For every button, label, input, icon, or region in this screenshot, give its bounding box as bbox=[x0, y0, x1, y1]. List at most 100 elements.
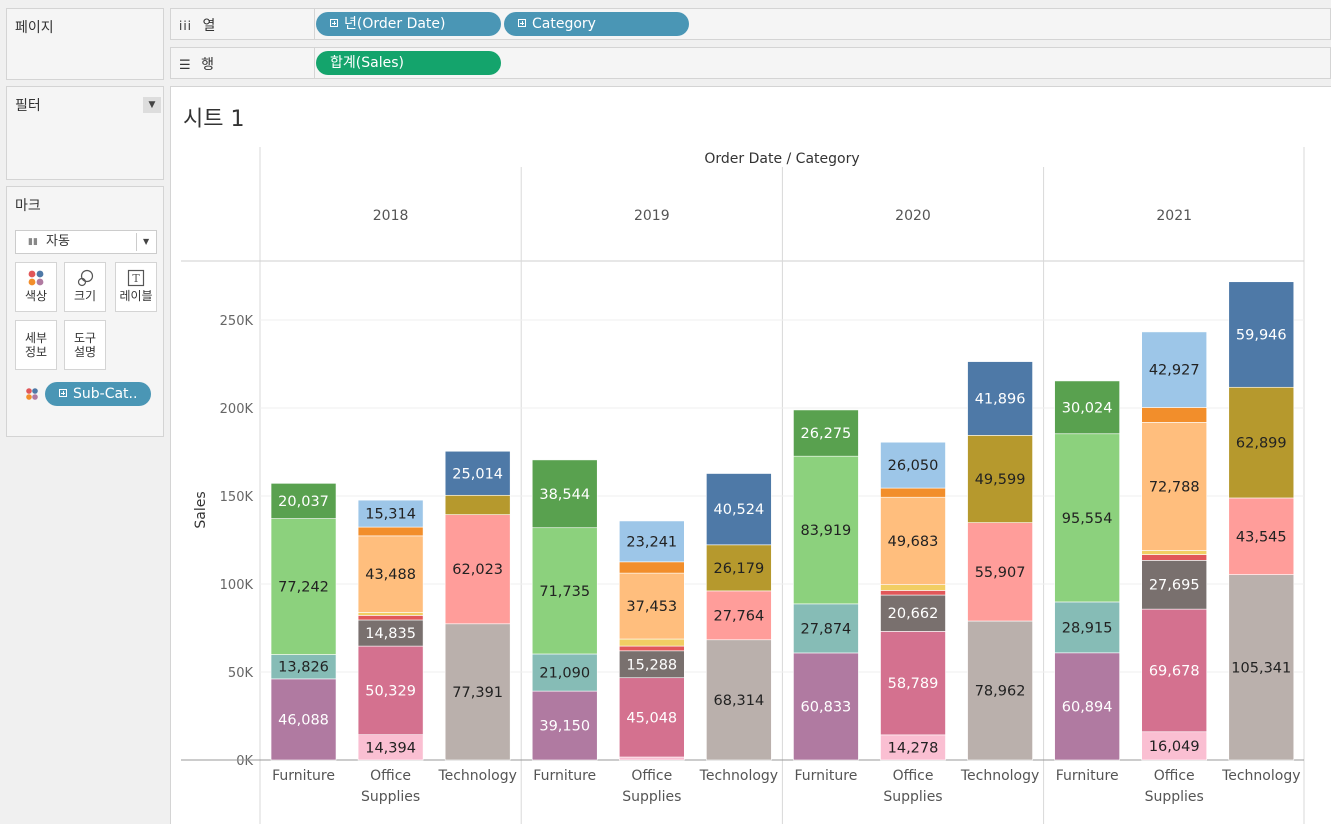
tooltip-button[interactable]: 도구 설명 bbox=[64, 320, 106, 370]
bar-data-label: 59,946 bbox=[1236, 328, 1287, 344]
bar-data-label: 39,150 bbox=[539, 719, 590, 735]
bar-segment bbox=[619, 645, 685, 652]
expand-icon bbox=[330, 19, 338, 27]
bar-segment bbox=[793, 652, 859, 761]
y-tick-label: 250K bbox=[220, 314, 254, 329]
bar-data-label: 26,050 bbox=[888, 458, 939, 474]
rows-shelf[interactable]: ☰ 행 합계(Sales) bbox=[170, 47, 1331, 79]
bar-segment bbox=[619, 650, 685, 679]
bar-data-label: 26,179 bbox=[714, 561, 765, 577]
pill-sub-category-label: Sub-Cat.. bbox=[73, 386, 138, 402]
y-tick-label: 0K bbox=[236, 754, 253, 769]
bar-segment bbox=[880, 590, 946, 596]
x-category-label: Supplies bbox=[883, 789, 942, 805]
size-button[interactable]: 크기 bbox=[64, 262, 106, 312]
bar-data-label: 49,683 bbox=[888, 534, 939, 550]
color-icon bbox=[25, 386, 39, 405]
pages-label: 페이지 bbox=[15, 20, 54, 36]
bar-segment bbox=[1141, 550, 1208, 555]
bar-data-label: 23,241 bbox=[626, 534, 677, 550]
bar-data-label: 72,788 bbox=[1149, 479, 1200, 495]
bar-data-label: 77,391 bbox=[452, 685, 503, 701]
bar-data-label: 27,695 bbox=[1149, 578, 1200, 594]
rows-icon: ☰ bbox=[179, 58, 191, 73]
bar-segment bbox=[444, 514, 511, 625]
bar-data-label: 69,678 bbox=[1149, 663, 1200, 679]
color-button[interactable]: 색상 bbox=[15, 262, 57, 312]
mark-type-dropdown[interactable]: ▮▮ 자동 ▼ bbox=[15, 230, 157, 254]
columns-icon: iii bbox=[179, 19, 193, 33]
text-icon: T bbox=[127, 269, 145, 287]
bar-data-label: 13,826 bbox=[278, 660, 329, 676]
bar-segment bbox=[880, 594, 946, 632]
dropdown-divider bbox=[136, 233, 137, 251]
x-category-label: Technology bbox=[1221, 768, 1300, 784]
bar-segment bbox=[880, 496, 946, 585]
pill-order-date[interactable]: 년(Order Date) bbox=[316, 12, 501, 36]
year-header: 2018 bbox=[373, 208, 409, 224]
bar-data-label: 37,453 bbox=[626, 599, 677, 615]
bar-data-label: 105,341 bbox=[1231, 660, 1291, 676]
bar-segment bbox=[967, 620, 1033, 761]
bar-segment bbox=[793, 455, 859, 605]
bar-segment bbox=[444, 450, 511, 496]
bar-segment bbox=[619, 520, 685, 563]
x-category-label: Office bbox=[893, 768, 934, 784]
color-button-label: 색상 bbox=[24, 289, 48, 303]
pill-sub-category[interactable]: Sub-Cat.. bbox=[45, 382, 151, 406]
bar-segment bbox=[1141, 407, 1208, 423]
bar-segment bbox=[880, 487, 946, 498]
bar-data-label: 50,329 bbox=[365, 683, 416, 699]
y-tick-label: 200K bbox=[220, 402, 254, 417]
filters-menu-button[interactable]: ▼ bbox=[143, 97, 161, 113]
bar-data-label: 77,242 bbox=[278, 580, 329, 596]
bar-segment bbox=[444, 623, 511, 761]
tooltip-button-label: 도구 설명 bbox=[73, 331, 97, 359]
bar-data-label: 58,789 bbox=[888, 676, 939, 692]
bar-segment bbox=[619, 677, 685, 758]
bar-segment bbox=[619, 572, 685, 640]
pill-category-label: Category bbox=[532, 16, 596, 32]
bar-data-label: 62,023 bbox=[452, 562, 503, 578]
bar-segment bbox=[880, 734, 946, 761]
bar-data-label: 16,049 bbox=[1149, 739, 1200, 755]
expand-icon bbox=[518, 19, 526, 27]
bar-segment bbox=[531, 690, 598, 761]
bar-data-label: 15,314 bbox=[365, 507, 416, 523]
bar-data-label: 68,314 bbox=[714, 693, 765, 709]
x-category-label: Technology bbox=[960, 768, 1039, 784]
bar-data-label: 41,896 bbox=[975, 391, 1026, 407]
detail-button[interactable]: 세부 정보 bbox=[15, 320, 57, 370]
bar-segment bbox=[1054, 601, 1120, 654]
bar-segment bbox=[270, 678, 337, 761]
y-axis-label: Sales bbox=[193, 491, 209, 528]
bar-segment bbox=[531, 459, 598, 529]
bar-data-label: 20,662 bbox=[888, 606, 939, 622]
label-button[interactable]: T 레이블 bbox=[115, 262, 157, 312]
bar-data-label: 27,874 bbox=[801, 621, 852, 637]
bar-segment bbox=[531, 653, 598, 692]
bar-segment bbox=[967, 435, 1033, 523]
marks-card: 마크 ▮▮ 자동 ▼ 색상 크기 T 레이블 세부 정보 도구 설명 Sub-C… bbox=[6, 186, 164, 437]
pill-order-date-label: 년(Order Date) bbox=[344, 16, 446, 32]
pill-category[interactable]: Category bbox=[504, 12, 689, 36]
bar-segment bbox=[1228, 574, 1295, 761]
x-category-label: Furniture bbox=[533, 768, 596, 784]
bar-segment bbox=[619, 561, 685, 574]
pill-sum-sales[interactable]: 합계(Sales) bbox=[316, 51, 501, 75]
bar-data-label: 46,088 bbox=[278, 712, 329, 728]
x-category-label: Supplies bbox=[622, 789, 681, 805]
x-category-label: Furniture bbox=[795, 768, 858, 784]
bar-data-label: 15,288 bbox=[626, 657, 677, 673]
bar-segment bbox=[1141, 608, 1208, 733]
bar-segment bbox=[357, 619, 424, 647]
pages-card[interactable]: 페이지 bbox=[6, 8, 164, 80]
bar-data-label: 38,544 bbox=[539, 487, 590, 503]
filters-card[interactable]: 필터 ▼ bbox=[6, 86, 164, 180]
bar-data-label: 14,394 bbox=[365, 740, 416, 756]
bar-data-label: 25,014 bbox=[452, 466, 503, 482]
columns-shelf[interactable]: iii 열 년(Order Date) Category bbox=[170, 8, 1331, 40]
y-tick-label: 150K bbox=[220, 490, 254, 505]
year-header: 2019 bbox=[634, 208, 670, 224]
bar-data-label: 43,545 bbox=[1236, 529, 1287, 545]
